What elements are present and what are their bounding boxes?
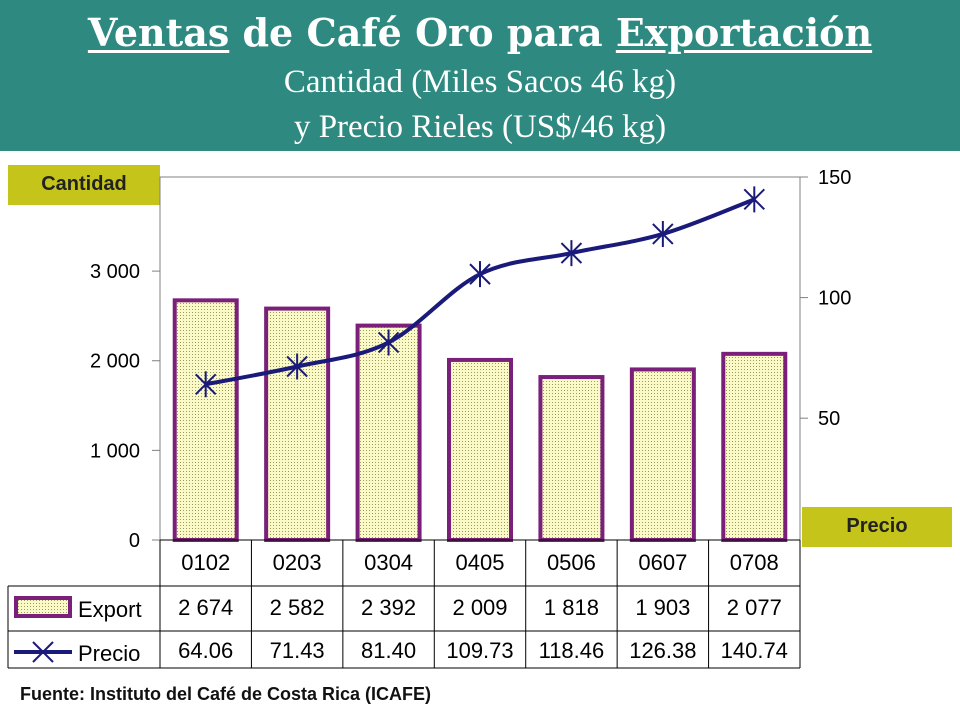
price-marker [560, 240, 583, 267]
price-marker [743, 186, 765, 213]
price-value-label: 64.06 [178, 638, 233, 663]
price-marker [377, 329, 400, 356]
price-value-label: 140.74 [721, 638, 788, 663]
legend-price-label: Precio [78, 641, 140, 666]
title-word-exportacion: Exportación [615, 10, 873, 55]
left-axis-tick-label: 2 000 [90, 351, 140, 373]
export-value-label: 1 818 [544, 595, 599, 620]
bar-export [355, 323, 422, 542]
x-category-label: 0405 [456, 550, 505, 575]
x-category-label: 0203 [273, 550, 322, 575]
title-word-ventas: Ventas [87, 10, 230, 55]
bar-export [172, 298, 239, 543]
legend-export-label: Export [78, 597, 142, 622]
source-note: Fuente: Instituto del Café de Costa Rica… [20, 684, 432, 704]
chart-subtitle-price: y Precio Rieles (US$/46 kg) [293, 109, 667, 145]
left-axis-badge: Cantidad [8, 165, 160, 205]
bar-export [538, 375, 605, 543]
export-value-label: 2 077 [727, 595, 782, 620]
export-value-label: 1 903 [635, 595, 690, 620]
left-axis-tick-label: 3 000 [90, 261, 140, 283]
export-value-label: 2 392 [361, 595, 416, 620]
bar-export [721, 351, 788, 542]
right-axis-tick-label: 150 [818, 167, 851, 189]
price-value-label: 109.73 [446, 638, 513, 663]
title-middle: de Café Oro para [229, 10, 616, 55]
price-value-label: 126.38 [629, 638, 696, 663]
price-marker [286, 353, 308, 380]
bar-export [447, 357, 513, 543]
price-marker [652, 220, 674, 247]
x-category-label: 0708 [730, 550, 779, 575]
x-category-label: 0304 [364, 550, 413, 575]
bar-export [629, 367, 696, 542]
x-category-label: 0506 [547, 550, 596, 575]
bar-export [264, 306, 331, 542]
legend-export-swatch [14, 596, 72, 618]
price-value-label: 118.46 [539, 638, 605, 663]
chart-title: Ventas de Café Oro para Exportación [0, 10, 960, 56]
legend-price-marker [32, 641, 54, 663]
x-category-label: 0102 [181, 550, 230, 575]
left-axis-tick-label: 0 [129, 530, 140, 552]
title-banner: Ventas de Café Oro para Exportación Cant… [0, 0, 960, 151]
price-marker [195, 371, 217, 398]
export-value-label: 2 582 [270, 595, 325, 620]
x-category-label: 0607 [638, 550, 687, 575]
right-axis-tick-label: 50 [818, 408, 840, 430]
right-axis-badge: Precio [802, 507, 952, 547]
export-value-label: 2 674 [178, 595, 233, 620]
price-marker [469, 261, 491, 288]
price-value-label: 71.43 [270, 638, 325, 663]
export-value-label: 2 009 [452, 595, 507, 620]
chart-subtitle-quantity: Cantidad (Miles Sacos 46 kg) [283, 64, 677, 100]
right-axis-tick-label: 100 [818, 288, 851, 310]
left-axis-tick-label: 1 000 [90, 440, 140, 462]
price-value-label: 81.40 [361, 638, 416, 663]
